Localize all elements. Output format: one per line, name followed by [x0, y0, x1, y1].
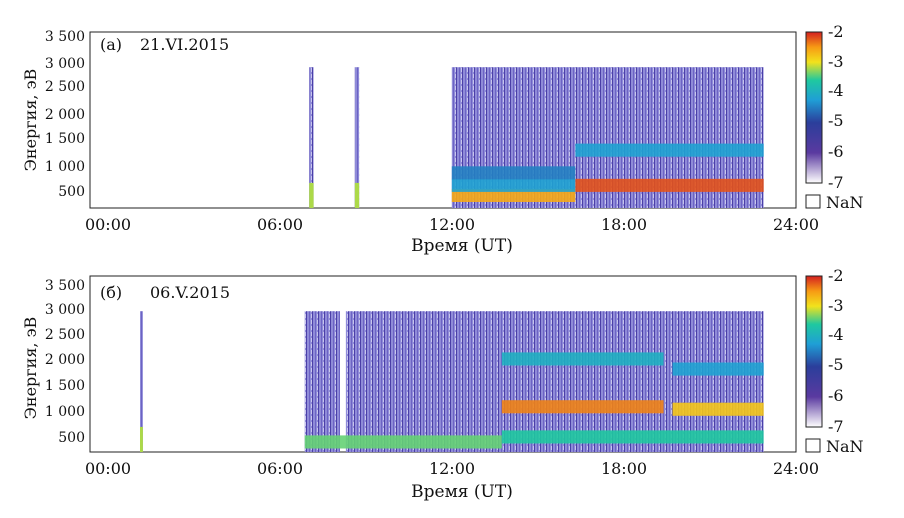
panel-b-nan-swatch — [805, 438, 821, 453]
panel-a-ytick-label: 3 000 — [45, 56, 85, 72]
panel-a-energy-band — [451, 188, 576, 202]
panel-b-cbar-tick: -4 — [828, 325, 844, 344]
panel-b-ytick-label: 2 500 — [45, 327, 85, 343]
panel-b-label: (б) — [100, 283, 122, 302]
panel-a-date: 21.VI.2015 — [140, 35, 229, 54]
panel-b-xtick-label: 12:00 — [429, 459, 475, 478]
panel-a-ytick-label: 1 500 — [45, 131, 85, 147]
panel-a: (a) 21.VI.2015 3 500 3 000 2 500 2 000 1… — [21, 22, 864, 256]
panel-a-xtick-label: 00:00 — [85, 215, 131, 234]
panel-b-spectrogram — [140, 311, 764, 452]
panel-a-ylabel: Энергия, эВ — [21, 69, 40, 172]
panel-a-spectrogram — [309, 67, 764, 208]
panel-b-cbar-tick: -6 — [828, 386, 844, 405]
panel-a-ytick-label: 500 — [58, 184, 85, 200]
panel-a-coverage-block — [309, 67, 314, 208]
panel-a-cbar-tick: -4 — [828, 81, 844, 100]
panel-a-energy-band — [575, 143, 764, 157]
panel-b-xtick-label: 00:00 — [85, 459, 131, 478]
panel-b-coverage-block — [304, 311, 340, 452]
panel-a-energy-band — [451, 166, 576, 180]
panel-b-coverage-block — [140, 311, 143, 452]
panel-a-energy-band — [451, 178, 576, 192]
panel-b-ytick-label: 1 500 — [45, 378, 85, 394]
panel-b-xtick-label: 18:00 — [601, 459, 647, 478]
panel-a-colorbar — [805, 31, 823, 184]
panel-b-colorbar — [805, 275, 823, 428]
panel-b-ylabel: Энергия, эВ — [21, 317, 40, 420]
panel-b-cbar-tick: -2 — [828, 266, 844, 285]
panel-a-ytick-label: 3 500 — [45, 29, 85, 45]
panel-a-energy-band — [575, 178, 764, 192]
panel-a-cbar-tick: -7 — [828, 173, 844, 192]
panel-a-ytick-label: 1 000 — [45, 159, 85, 175]
panel-a-cbar-tick: -6 — [828, 142, 844, 161]
panel-b-xtick-label: 06:00 — [257, 459, 303, 478]
panel-b-ytick-label: 1 000 — [45, 404, 85, 420]
panel-b-date: 06.V.2015 — [150, 283, 230, 302]
panel-b-energy-band — [672, 362, 764, 376]
panel-a-spike-core — [309, 182, 314, 208]
panel-b-ytick-label: 500 — [58, 430, 85, 446]
panel-b-spike-core — [140, 426, 143, 452]
panel-b-energy-band — [501, 352, 664, 366]
panel-b-energy-band — [501, 430, 764, 444]
panel-a-xtick-label: 12:00 — [429, 215, 475, 234]
panel-b-xlabel: Время (UT) — [411, 482, 513, 502]
panel-a-xtick-label: 06:00 — [257, 215, 303, 234]
panel-b-ytick-label: 2 000 — [45, 352, 85, 368]
panel-b-coverage-block — [345, 311, 764, 452]
panel-b-ytick-label: 3 000 — [45, 302, 85, 318]
panel-b-ytick-label: 3 500 — [45, 278, 85, 294]
panel-b: (б) 06.V.2015 3 500 3 000 2 500 2 000 1 … — [21, 266, 864, 502]
panel-b-cbar-tick: -3 — [828, 296, 844, 315]
panel-b-nan-label: NaN — [826, 437, 864, 456]
panel-a-nan-label: NaN — [826, 193, 864, 212]
panel-a-nan-swatch — [805, 194, 821, 209]
panel-a-spike-core — [354, 182, 360, 208]
panel-b-energy-band — [304, 435, 502, 449]
panel-b-xtick-label: 24:00 — [773, 459, 819, 478]
panel-a-label: (a) — [100, 35, 122, 54]
panel-b-cbar-tick: -5 — [828, 355, 844, 374]
panel-a-ytick-label: 2 000 — [45, 107, 85, 123]
panel-a-coverage-block — [354, 67, 360, 208]
panel-a-xtick-label: 24:00 — [773, 215, 819, 234]
panel-b-energy-band — [672, 402, 764, 416]
panel-a-xlabel: Время (UT) — [411, 236, 513, 256]
panel-a-cbar-tick: -3 — [828, 52, 844, 71]
panel-a-cbar-tick: -5 — [828, 111, 844, 130]
panel-b-cbar-tick: -7 — [828, 417, 844, 436]
panel-a-xtick-label: 18:00 — [601, 215, 647, 234]
panel-b-energy-band — [501, 400, 664, 414]
panel-a-ytick-label: 2 500 — [45, 79, 85, 95]
panel-a-cbar-tick: -2 — [828, 22, 844, 41]
